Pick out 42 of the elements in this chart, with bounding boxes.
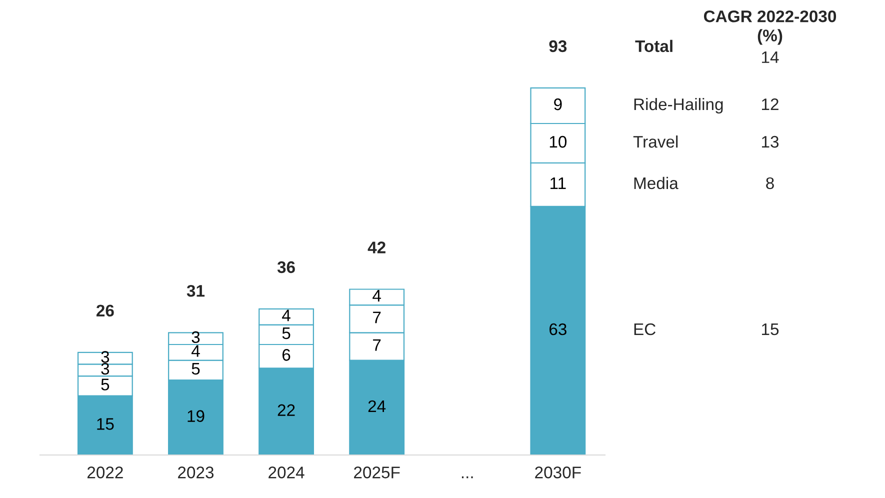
data-label: 3 bbox=[192, 331, 200, 344]
x-tick-label: 2025F bbox=[354, 466, 400, 478]
data-label: 3 bbox=[101, 350, 110, 363]
text: Media bbox=[634, 176, 678, 190]
text: Travel bbox=[633, 135, 678, 148]
total-label: 31 bbox=[186, 284, 205, 297]
data-label: 4 bbox=[191, 345, 200, 357]
text: 8 bbox=[766, 177, 774, 190]
data-label: 22 bbox=[278, 404, 295, 416]
total-label: 36 bbox=[277, 261, 295, 274]
x-tick-label: ... bbox=[462, 476, 473, 478]
data-label: 11 bbox=[550, 178, 566, 189]
data-label: 15 bbox=[97, 418, 114, 430]
data-label: 7 bbox=[373, 339, 381, 351]
legend-title: CAGR 2022-2030 (%) bbox=[704, 10, 836, 45]
data-label: 4 bbox=[282, 310, 290, 322]
data-label: 7 bbox=[373, 312, 381, 324]
data-label: 19 bbox=[188, 410, 204, 422]
text: Ride-Hailing bbox=[634, 98, 723, 114]
data-label: 5 bbox=[192, 362, 200, 375]
data-label: 6 bbox=[282, 349, 290, 361]
total-label: 93 bbox=[549, 40, 567, 52]
text: Total bbox=[635, 40, 672, 52]
x-tick-label: 2023 bbox=[178, 466, 214, 478]
x-tick-label: 2022 bbox=[87, 466, 123, 478]
data-label: 24 bbox=[368, 400, 386, 412]
data-label: 5 bbox=[101, 378, 110, 390]
data-label: 5 bbox=[282, 327, 290, 340]
text: 14 bbox=[762, 51, 779, 63]
text: 15 bbox=[762, 324, 779, 336]
total-label: 42 bbox=[368, 242, 386, 254]
x-tick-label: 2030F bbox=[535, 466, 581, 478]
total-label: 26 bbox=[96, 304, 114, 316]
data-label: 3 bbox=[101, 362, 110, 375]
data-label: 63 bbox=[549, 323, 566, 336]
data-label: 10 bbox=[550, 136, 567, 148]
x-tick-label: 2024 bbox=[268, 466, 304, 478]
text: 12 bbox=[762, 98, 778, 110]
data-label: 4 bbox=[372, 290, 381, 302]
data-label: 9 bbox=[554, 98, 562, 110]
text: EC bbox=[634, 323, 656, 336]
text: 13 bbox=[762, 136, 779, 148]
